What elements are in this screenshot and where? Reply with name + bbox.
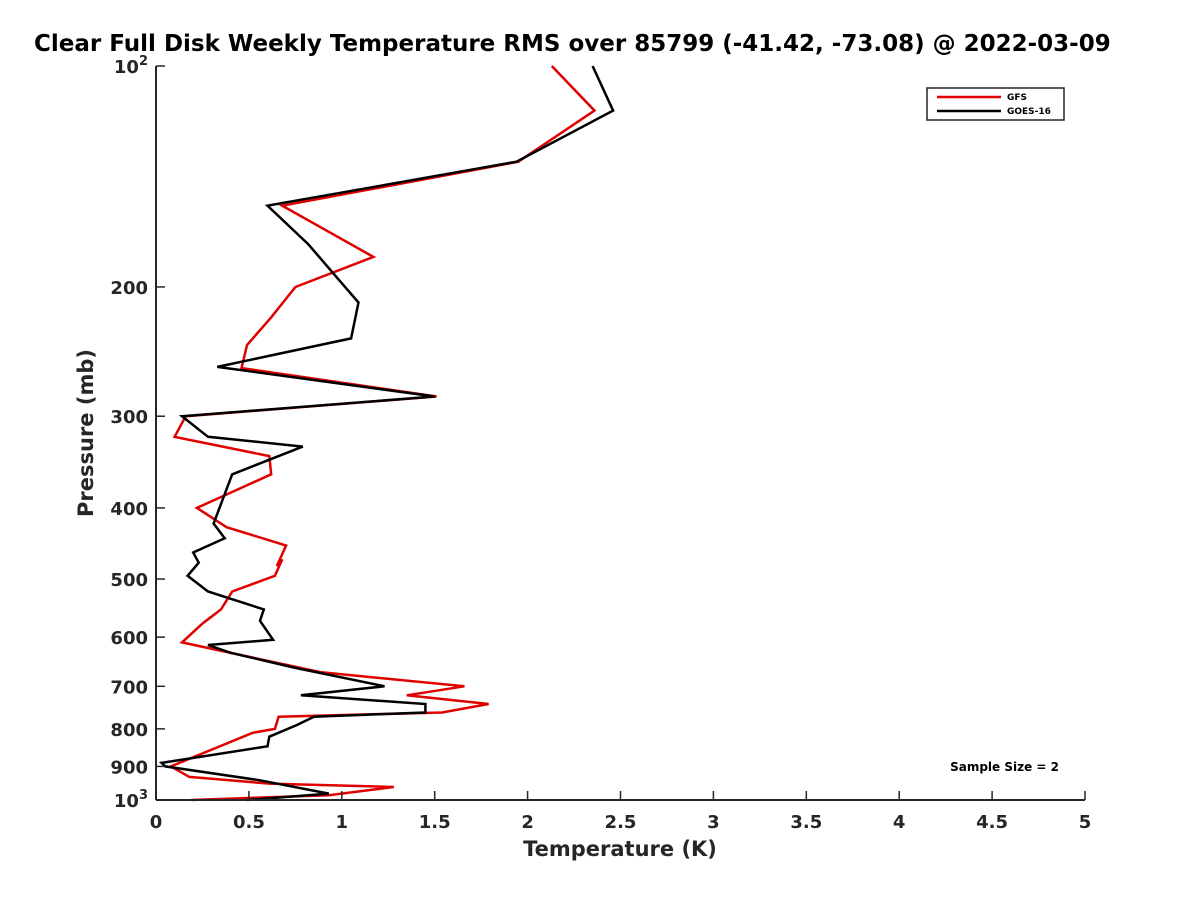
- y-tick-label: 700: [110, 677, 148, 698]
- chart-title: Clear Full Disk Weekly Temperature RMS o…: [34, 31, 1111, 57]
- y-tick-label: 102: [114, 54, 148, 78]
- series-layer: [158, 65, 615, 802]
- x-tick-label: 4: [893, 812, 906, 833]
- x-tick-label: 2.5: [605, 812, 637, 833]
- x-tick-label: 4.5: [976, 812, 1008, 833]
- y-tick-label: 600: [110, 628, 148, 649]
- y-tick-label: 400: [110, 499, 148, 520]
- series-line-goes16: [158, 65, 615, 802]
- series-line-gfs: [168, 65, 597, 802]
- axes-layer: [155, 66, 1085, 801]
- x-axis-label: Temperature (K): [523, 837, 717, 861]
- x-tick-label: 3: [707, 812, 720, 833]
- x-tick-label: 1: [336, 812, 349, 833]
- legend: GFS GOES-16: [926, 87, 1065, 121]
- x-tick-label: 1.5: [419, 812, 451, 833]
- y-tick-label: 200: [110, 278, 148, 299]
- legend-label-gfs: GFS: [1007, 93, 1027, 103]
- ticks-layer: 0 0.5 1 1.5 2 2.5 3 3.5 4 4.5 5 102 200 300 400 500 600 7…: [110, 54, 1091, 833]
- y-tick-label: 500: [110, 570, 148, 591]
- sample-size-annotation: Sample Size = 2: [950, 760, 1059, 774]
- legend-box: [926, 87, 1065, 121]
- x-tick-label: 0.5: [233, 812, 265, 833]
- x-tick-label: 3.5: [790, 812, 822, 833]
- x-tick-label: 5: [1079, 812, 1092, 833]
- y-tick-label: 300: [110, 407, 148, 428]
- legend-label-goes16: GOES-16: [1007, 107, 1051, 117]
- y-tick-label: 103: [114, 788, 148, 812]
- y-tick-label: 800: [110, 720, 148, 741]
- x-tick-label: 2: [521, 812, 534, 833]
- y-tick-label: 900: [110, 757, 148, 778]
- x-tick-label: 0: [150, 812, 163, 833]
- y-axis-label: Pressure (mb): [74, 349, 98, 517]
